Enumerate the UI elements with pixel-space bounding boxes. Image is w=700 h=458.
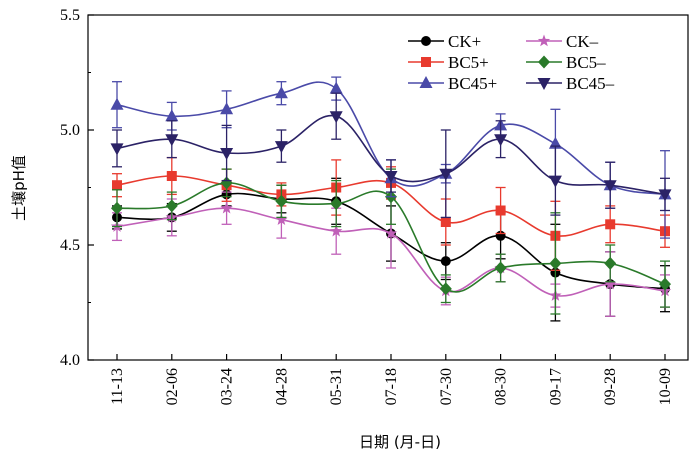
series-triangle-down: [110, 92, 672, 219]
legend-marker: [538, 55, 550, 69]
data-point: [220, 176, 233, 190]
x-tick-label: 10-09: [657, 368, 674, 405]
legend-marker: [419, 76, 433, 88]
legend-item: BC5–: [526, 53, 606, 72]
data-point: [110, 97, 124, 110]
data-point: [220, 148, 234, 160]
data-point: [604, 277, 617, 290]
legend-marker: [421, 57, 431, 67]
data-point: [603, 180, 617, 193]
data-point: [275, 194, 288, 208]
data-point: [275, 213, 288, 225]
data-point: [220, 201, 233, 214]
y-tick-label: 4.0: [60, 352, 80, 369]
y-tick-label: 5.5: [60, 7, 80, 24]
data-point: [440, 256, 451, 267]
data-point: [384, 171, 398, 183]
legend-item: CK–: [526, 32, 599, 51]
legend-item: BC45+: [408, 74, 497, 93]
chart-legend: CK+ CK– BC5+ BC5– BC45+ BC45–: [408, 32, 615, 93]
data-point: [549, 256, 562, 270]
legend-label: CK–: [566, 32, 599, 51]
data-point: [548, 175, 562, 188]
x-tick-label: 07-30: [438, 368, 455, 405]
data-point: [112, 180, 122, 191]
data-point: [330, 197, 343, 211]
legend-label: BC5–: [566, 53, 606, 72]
legend-marker: [421, 36, 431, 46]
legend-label: BC45+: [448, 74, 497, 93]
x-tick-label: 08-30: [493, 368, 510, 405]
data-point: [494, 134, 508, 147]
legend-item: BC5+: [408, 53, 489, 72]
legend-item: CK+: [408, 32, 481, 51]
chart-series: [110, 76, 672, 322]
legend-marker: [537, 78, 551, 90]
data-point: [605, 219, 616, 230]
data-point: [166, 171, 177, 181]
y-tick-label: 4.5: [60, 237, 80, 254]
legend-item: BC45–: [526, 74, 615, 93]
x-tick-label: 07-18: [383, 368, 400, 405]
data-point: [165, 134, 179, 147]
legend-label: CK+: [448, 32, 481, 51]
x-tick-label: 02-06: [164, 368, 181, 405]
data-point: [604, 256, 617, 270]
data-point: [384, 227, 398, 239]
data-point: [274, 141, 288, 154]
x-tick-label: 09-28: [602, 368, 619, 405]
data-point: [439, 282, 452, 296]
x-tick-label: 11-13: [109, 368, 126, 405]
x-tick-label: 03-24: [219, 368, 236, 405]
x-tick-label: 04-28: [273, 368, 290, 405]
data-point: [110, 143, 124, 156]
data-point: [494, 261, 507, 275]
data-point: [658, 189, 672, 202]
chart-axes: 4.0 4.5 5.0 5.5 11-13 02-06 03-24 04-28 05-31 07-…: [60, 7, 689, 405]
legend-label: BC45–: [566, 74, 615, 93]
data-point: [165, 199, 178, 213]
data-point: [659, 277, 671, 291]
data-point: [274, 86, 288, 99]
data-point: [111, 201, 123, 215]
y-tick-label: 5.0: [60, 122, 80, 139]
x-tick-label: 09-17: [547, 368, 564, 405]
legend-marker: [537, 34, 551, 47]
data-point: [330, 224, 343, 237]
legend-label: BC5+: [448, 53, 489, 72]
series-line: [116, 207, 666, 297]
data-point: [165, 109, 179, 122]
x-axis-label: 日期 (月-日): [359, 433, 441, 451]
data-point: [440, 217, 451, 227]
x-tick-label: 05-31: [328, 368, 345, 405]
data-point: [439, 168, 453, 181]
data-point: [329, 81, 343, 94]
data-point: [329, 111, 343, 124]
y-axis-label: 土壤pH值: [10, 155, 28, 221]
data-point: [495, 205, 506, 216]
data-point: [220, 102, 234, 115]
